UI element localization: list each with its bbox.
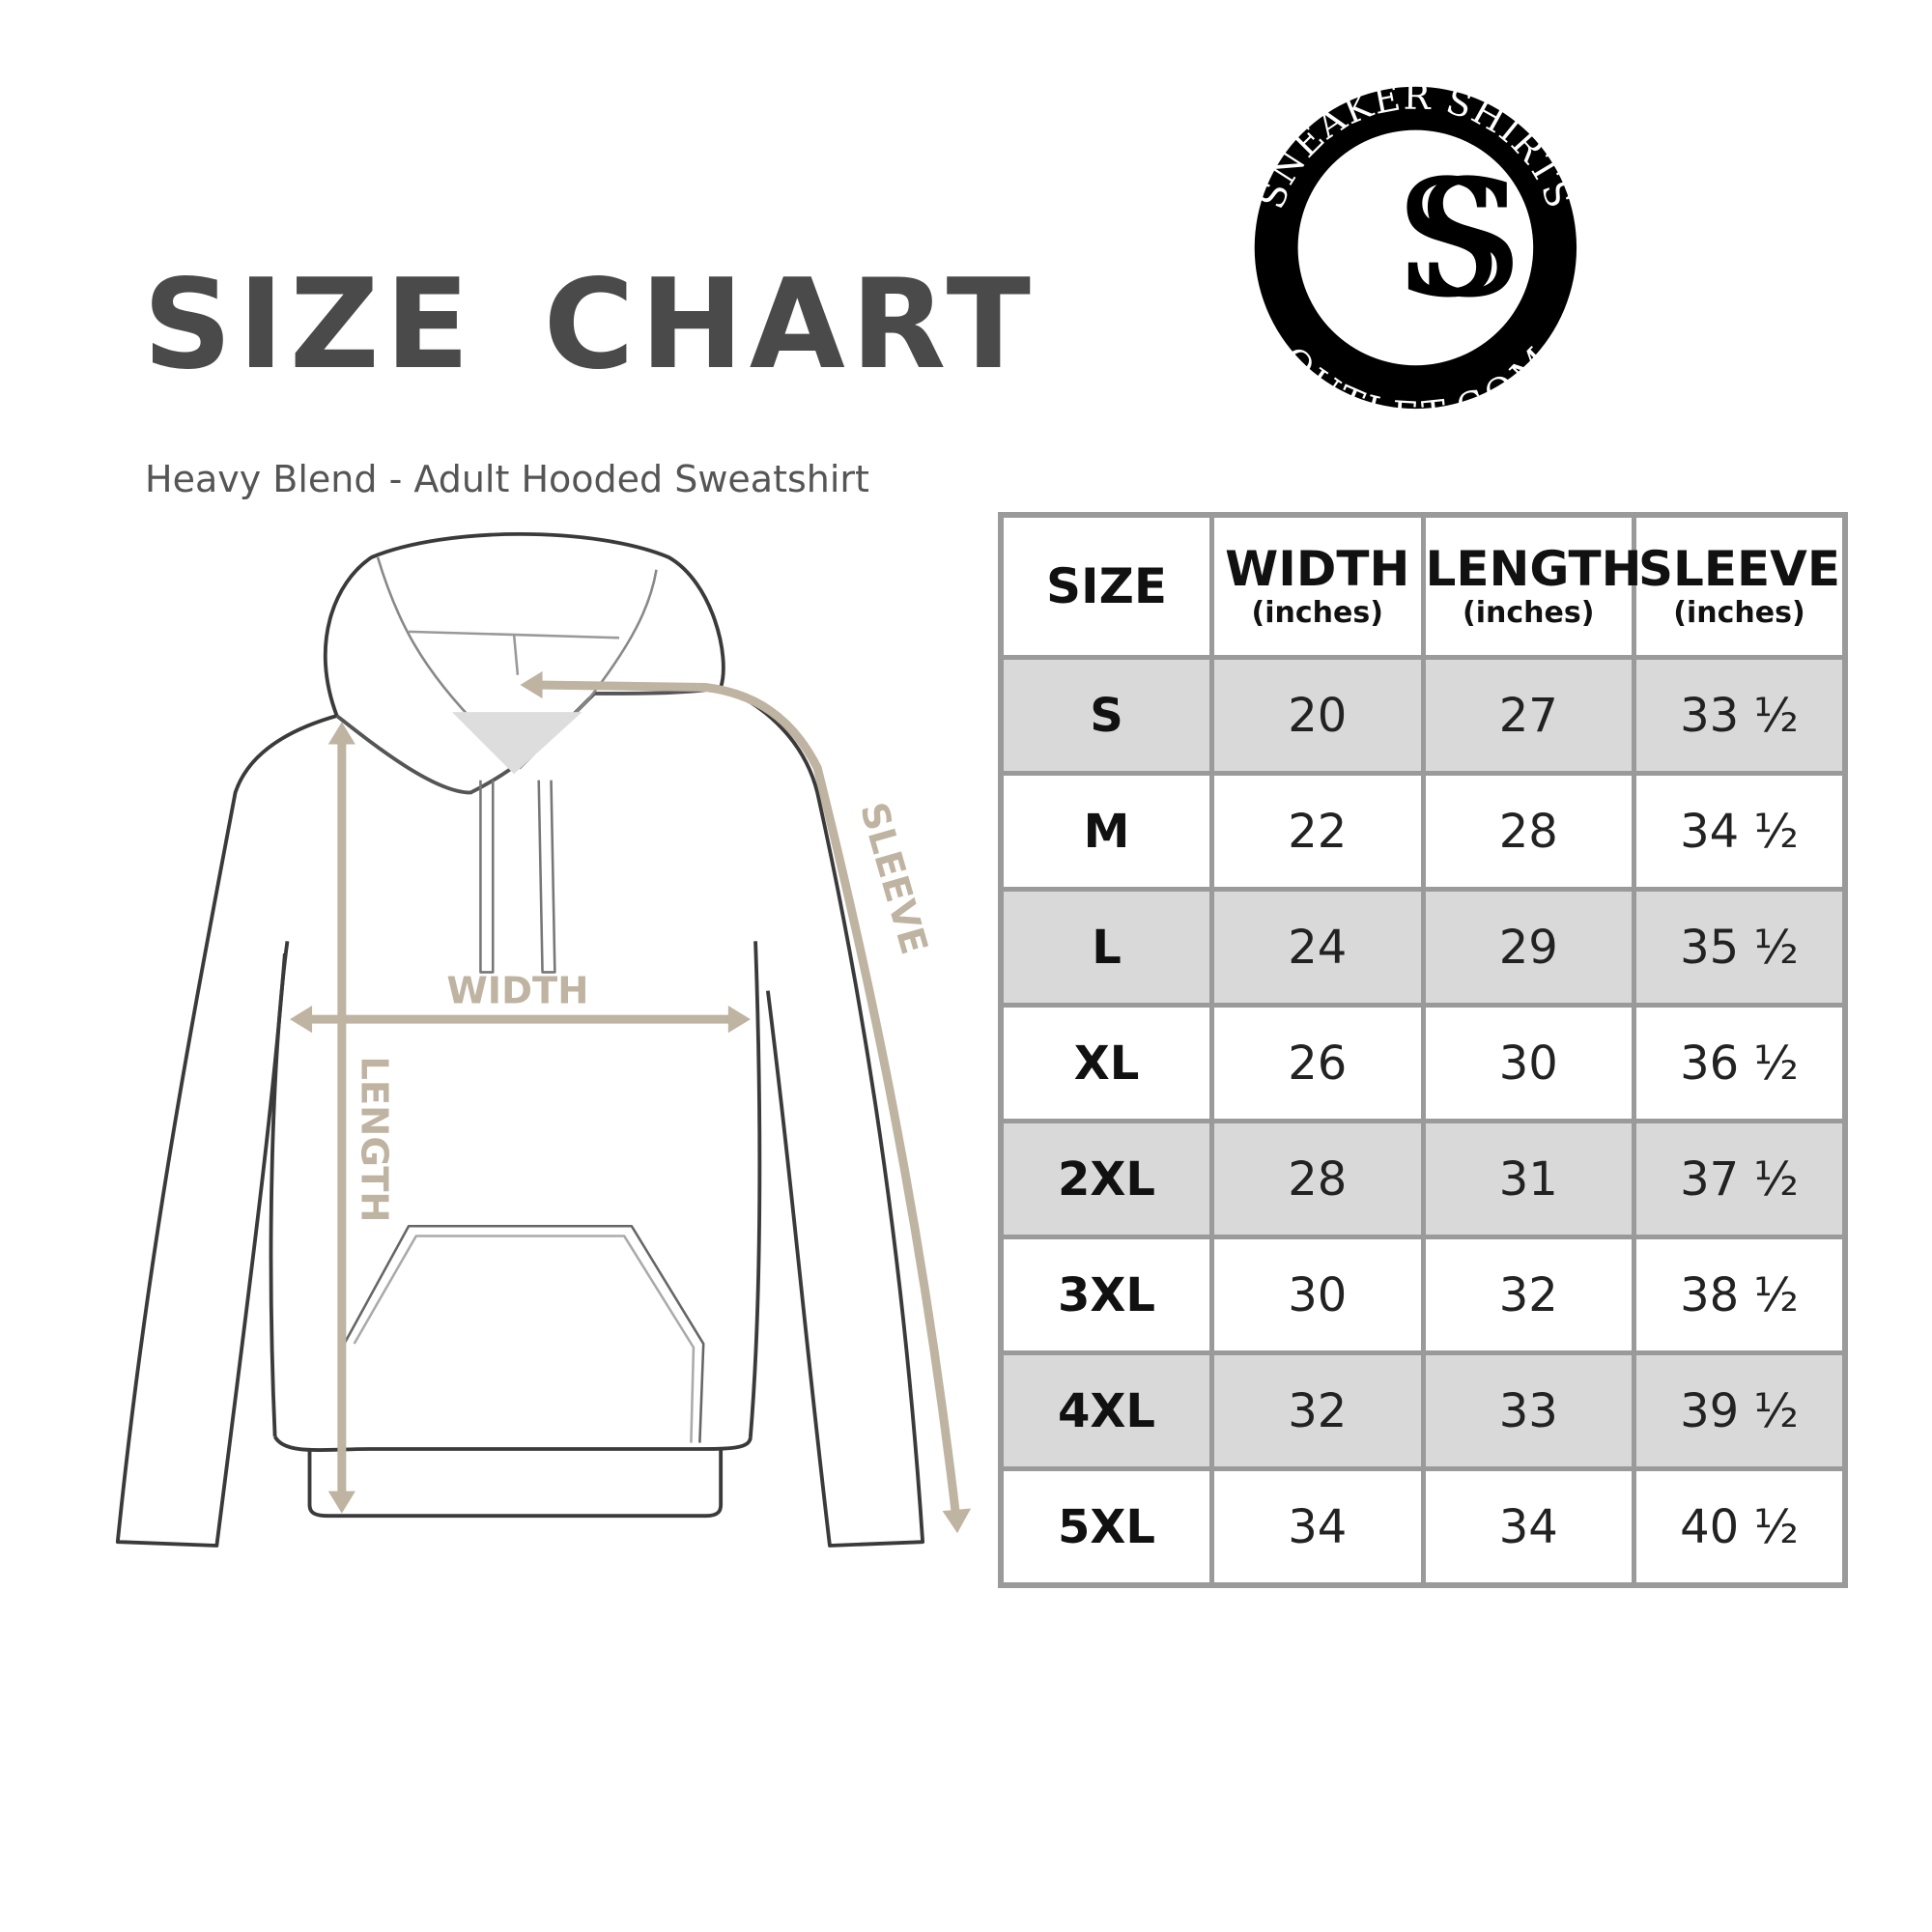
cell-sleeve: 40 ½ bbox=[1632, 1466, 1848, 1588]
brand-logo: SNEAKER SHIRTS OUTLET.COM SS bbox=[1249, 75, 1599, 437]
cell-size: 5XL bbox=[998, 1466, 1214, 1588]
cell-length: 31 bbox=[1420, 1119, 1636, 1239]
table-row: 4XL 32 33 39 ½ bbox=[998, 1350, 1848, 1471]
product-subtitle: Heavy Blend - Adult Hooded Sweatshirt bbox=[145, 458, 869, 500]
cell-length: 30 bbox=[1420, 1003, 1636, 1123]
width-label: WIDTH bbox=[446, 969, 588, 1012]
cell-width: 24 bbox=[1209, 887, 1426, 1008]
cell-width: 22 bbox=[1209, 771, 1426, 892]
cell-sleeve: 38 ½ bbox=[1632, 1235, 1848, 1355]
cell-size: 2XL bbox=[998, 1119, 1214, 1239]
cell-length: 34 bbox=[1420, 1466, 1636, 1588]
cell-width: 26 bbox=[1209, 1003, 1426, 1123]
cell-sleeve: 36 ½ bbox=[1632, 1003, 1848, 1123]
cell-size: 4XL bbox=[998, 1350, 1214, 1471]
cell-size: M bbox=[998, 771, 1214, 892]
sleeve-label: SLEEVE bbox=[851, 798, 936, 959]
cell-length: 28 bbox=[1420, 771, 1636, 892]
cell-sleeve: 39 ½ bbox=[1632, 1350, 1848, 1471]
cell-size: 3XL bbox=[998, 1235, 1214, 1355]
cell-sleeve: 37 ½ bbox=[1632, 1119, 1848, 1239]
cell-sleeve: 35 ½ bbox=[1632, 887, 1848, 1008]
cell-length: 33 bbox=[1420, 1350, 1636, 1471]
header-sleeve: SLEEVE (inches) bbox=[1632, 512, 1848, 660]
table-header-row: SIZE WIDTH (inches) LENGTH (inches) SLEEVE… bbox=[998, 512, 1848, 660]
hoodie-outline bbox=[115, 531, 925, 1548]
cell-width: 34 bbox=[1209, 1466, 1426, 1588]
cell-length: 32 bbox=[1420, 1235, 1636, 1355]
cell-sleeve: 33 ½ bbox=[1632, 655, 1848, 776]
length-label: LENGTH bbox=[352, 1056, 395, 1222]
cell-width: 32 bbox=[1209, 1350, 1426, 1471]
cell-length: 29 bbox=[1420, 887, 1636, 1008]
measurement-arrows bbox=[290, 670, 972, 1534]
header-size: SIZE bbox=[998, 512, 1214, 660]
cell-size: S bbox=[998, 655, 1214, 776]
cell-length: 27 bbox=[1420, 655, 1636, 776]
cell-size: XL bbox=[998, 1003, 1214, 1123]
table-row: S 20 27 33 ½ bbox=[998, 655, 1848, 776]
size-table: SIZE WIDTH (inches) LENGTH (inches) SLEEVE… bbox=[998, 512, 1848, 1588]
table-row: 5XL 34 34 40 ½ bbox=[998, 1466, 1848, 1588]
table-row: L 24 29 35 ½ bbox=[998, 887, 1848, 1008]
page-title: SIZE CHART bbox=[143, 253, 1037, 397]
header-length: LENGTH (inches) bbox=[1420, 512, 1641, 660]
cell-width: 20 bbox=[1209, 655, 1426, 776]
table-row: 2XL 28 31 37 ½ bbox=[998, 1119, 1848, 1239]
cell-sleeve: 34 ½ bbox=[1632, 771, 1848, 892]
table-row: 3XL 30 32 38 ½ bbox=[998, 1235, 1848, 1355]
header-width: WIDTH (inches) bbox=[1209, 512, 1426, 660]
table-row: XL 26 30 36 ½ bbox=[998, 1003, 1848, 1123]
cell-size: L bbox=[998, 887, 1214, 1008]
cell-width: 30 bbox=[1209, 1235, 1426, 1355]
table-row: M 22 28 34 ½ bbox=[998, 771, 1848, 892]
cell-width: 28 bbox=[1209, 1119, 1426, 1239]
